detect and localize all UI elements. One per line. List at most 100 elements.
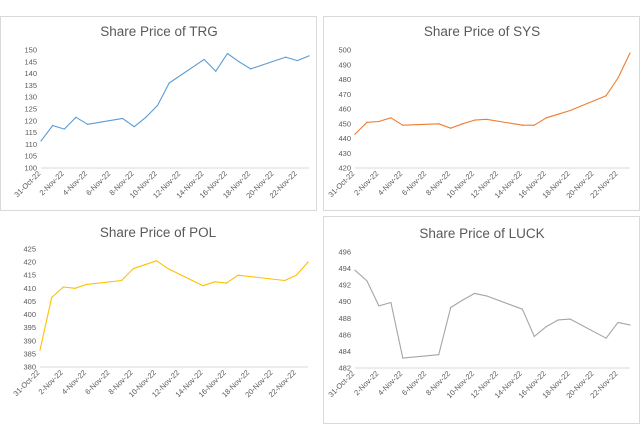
y-tick-label: 420 <box>23 258 36 267</box>
chart-title: Share Price of LUCK <box>419 226 544 241</box>
data-point <box>86 283 88 285</box>
x-tick-label: 6-Nov-22 <box>400 369 428 397</box>
data-point <box>215 70 217 72</box>
x-tick-label: 2-Nov-22 <box>38 169 66 197</box>
data-point <box>545 117 547 119</box>
y-tick-label: 130 <box>24 93 37 102</box>
data-point <box>366 121 368 123</box>
x-tick-label: 4-Nov-22 <box>60 368 88 396</box>
data-point <box>203 58 205 61</box>
y-tick-label: 470 <box>338 90 351 99</box>
y-tick-label: 390 <box>23 336 36 345</box>
data-point <box>52 124 54 127</box>
x-tick-label: 31-Oct-22 <box>11 368 41 398</box>
y-tick-label: 150 <box>24 46 37 55</box>
data-point <box>285 56 287 58</box>
y-tick-label: 440 <box>338 134 351 143</box>
y-tick-label: 496 <box>338 248 351 257</box>
y-tick-label: 492 <box>338 281 351 290</box>
data-point <box>617 77 619 79</box>
y-tick-label: 140 <box>24 69 37 78</box>
y-tick-label: 110 <box>25 140 37 149</box>
chart-title: Share Price of SYS <box>424 24 540 39</box>
chart-title: Share Price of TRG <box>100 24 218 39</box>
data-point <box>237 274 239 276</box>
data-point <box>62 286 64 288</box>
y-tick-label: 460 <box>338 105 351 114</box>
data-point <box>133 126 135 128</box>
data-point <box>402 124 404 126</box>
data-point <box>75 116 77 118</box>
data-point <box>450 127 452 129</box>
y-tick-label: 490 <box>338 297 351 306</box>
series-line <box>39 260 309 351</box>
y-tick-label: 400 <box>23 310 36 319</box>
data-point <box>168 82 170 84</box>
x-tick-label: 2-Nov-22 <box>352 169 380 197</box>
data-point <box>202 285 204 287</box>
data-point <box>295 274 297 276</box>
data-point <box>378 305 380 307</box>
y-tick-label: 115 <box>25 128 37 137</box>
y-tick-label: 450 <box>338 119 351 128</box>
data-point <box>545 325 547 328</box>
y-tick-label: 100 <box>24 164 37 173</box>
data-point <box>390 301 392 304</box>
chart-svg-sys: Share Price of SYS 420 430 440 450 460 470 480… <box>326 24 631 200</box>
x-tick-label: 4-Nov-22 <box>376 169 404 197</box>
data-point <box>402 357 404 359</box>
data-point <box>605 337 607 339</box>
chart-panel-sys: Share Price of SYS 420 430 440 450 460 470 480… <box>323 16 640 211</box>
data-point <box>121 117 124 120</box>
data-point <box>40 140 42 142</box>
data-point <box>438 354 440 356</box>
y-tick-label: 120 <box>24 116 37 125</box>
data-point <box>250 68 252 70</box>
y-tick-label: 430 <box>338 149 351 158</box>
y-tick-label: 380 <box>23 363 36 372</box>
data-point <box>485 295 488 297</box>
data-point <box>473 119 476 121</box>
data-point <box>144 264 146 266</box>
x-tick-label: 2-Nov-22 <box>352 369 380 397</box>
data-point <box>521 124 523 126</box>
data-point <box>521 308 523 310</box>
data-point <box>557 319 559 321</box>
data-point <box>132 268 134 270</box>
x-tick-label: 31-Oct-22 <box>326 169 356 199</box>
y-tick-label: 480 <box>338 75 351 84</box>
data-point <box>366 280 368 282</box>
x-tick-label: 2-Nov-22 <box>37 368 65 396</box>
y-tick-label: 490 <box>338 60 351 69</box>
data-point <box>617 321 619 324</box>
chart-svg-pol: Share Price of POL 380 385 390 395 400 405 410… <box>11 225 309 399</box>
data-point <box>378 120 380 123</box>
series-line <box>354 52 631 135</box>
data-point <box>249 275 251 278</box>
data-point <box>462 299 464 301</box>
y-tick-label: 105 <box>24 152 37 161</box>
data-point <box>63 128 65 130</box>
chart-title: Share Price of POL <box>100 225 217 240</box>
data-point <box>87 123 89 125</box>
data-point <box>308 55 310 57</box>
series-line <box>40 52 310 142</box>
data-point <box>569 109 571 112</box>
data-point <box>145 116 147 118</box>
x-tick-label: 6-Nov-22 <box>83 368 111 396</box>
data-point <box>533 124 535 126</box>
x-tick-label: 6-Nov-22 <box>400 169 428 197</box>
y-tick-label: 484 <box>338 347 351 356</box>
data-point <box>557 113 559 115</box>
data-point <box>284 279 286 282</box>
data-point <box>167 268 169 270</box>
data-point <box>155 260 158 262</box>
y-tick-label: 405 <box>23 297 36 306</box>
data-point <box>450 306 452 309</box>
y-tick-label: 125 <box>24 105 37 114</box>
data-point <box>354 269 356 271</box>
data-point <box>226 52 229 55</box>
data-point <box>296 60 298 62</box>
chart-panel-pol: Share Price of POL 380 385 390 395 400 405 410… <box>0 219 317 414</box>
y-tick-label: 135 <box>24 81 37 90</box>
